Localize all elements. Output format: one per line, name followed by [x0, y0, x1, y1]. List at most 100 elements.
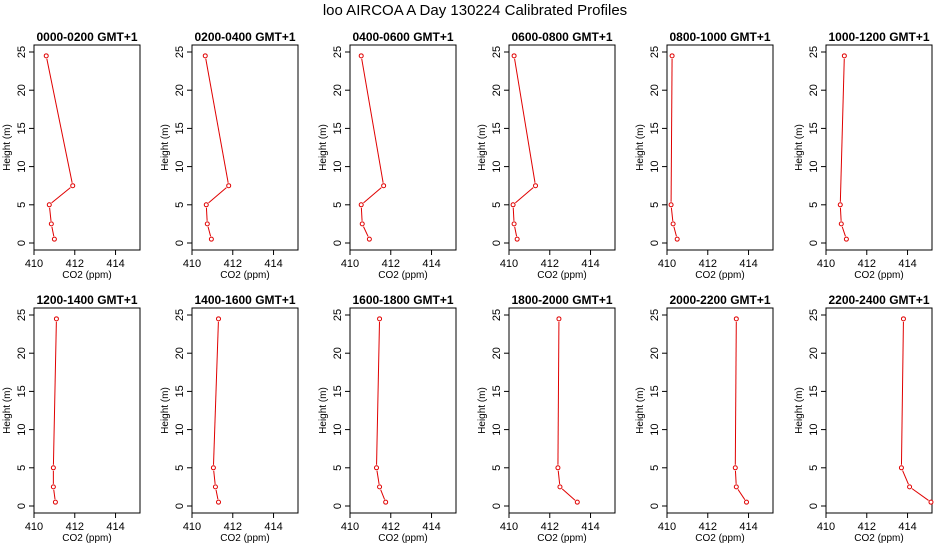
profile-segment — [51, 187, 71, 204]
y-tick-label: 0 — [649, 503, 661, 509]
profile-segment — [205, 58, 229, 183]
x-tick-label: 412 — [224, 521, 242, 533]
profile-segment — [900, 321, 904, 465]
x-tick-label: 414 — [106, 258, 124, 270]
y-tick-label: 15 — [649, 385, 661, 397]
data-point — [674, 236, 680, 242]
x-tick-label: 414 — [106, 521, 124, 533]
y-tick-label: 10 — [174, 160, 186, 172]
profile-segment — [839, 207, 842, 221]
y-tick-label: 20 — [174, 84, 186, 96]
data-point — [358, 202, 364, 208]
x-tick-label: 412 — [382, 258, 400, 270]
data-point — [837, 202, 843, 208]
data-point — [208, 236, 214, 242]
data-point — [204, 221, 210, 227]
profile-panel: 1200-1400 GMT+1 410 412 414 0 5 10 15 20 25 CO2 (p… — [2, 293, 141, 544]
y-tick-label: 15 — [16, 385, 28, 397]
data-point — [50, 465, 56, 471]
profile-panel: 0000-0200 GMT+1 410 412 414 0 5 10 15 20 25 CO2 (p… — [2, 30, 141, 281]
data-point — [907, 484, 913, 490]
profile-segment — [557, 470, 561, 484]
y-tick-label: 15 — [491, 385, 503, 397]
x-tick-label: 414 — [264, 258, 282, 270]
data-point — [52, 499, 58, 505]
y-tick-label: 20 — [16, 84, 28, 96]
data-point — [511, 221, 517, 227]
y-tick-label: 5 — [491, 202, 503, 208]
plot-frame — [666, 307, 774, 514]
y-tick-label: 25 — [808, 46, 820, 58]
data-point — [53, 316, 59, 322]
y-tick-label: 5 — [16, 465, 28, 471]
data-point — [668, 202, 674, 208]
y-tick-label: 5 — [332, 465, 344, 471]
x-axis-label: CO2 (ppm) — [854, 270, 903, 281]
y-axis-label: Height (m) — [318, 124, 329, 171]
data-point — [46, 202, 52, 208]
y-tick-label: 10 — [332, 423, 344, 435]
y-tick-label: 0 — [808, 240, 820, 246]
data-point — [383, 499, 389, 505]
y-tick-label: 25 — [649, 46, 661, 58]
x-tick-label: 412 — [699, 258, 717, 270]
y-tick-label: 5 — [174, 465, 186, 471]
y-tick-label: 15 — [808, 385, 820, 397]
y-axis-label: Height (m) — [635, 387, 646, 434]
data-point — [514, 236, 520, 242]
data-point — [900, 316, 906, 322]
panel-title: 2000-2200 GMT+1 — [669, 293, 770, 307]
y-tick-label: 0 — [16, 240, 28, 246]
y-tick-label: 25 — [16, 309, 28, 321]
x-tick-label: 410 — [183, 258, 201, 270]
profile-segment — [46, 58, 73, 183]
profile-panel: 2000-2200 GMT+1 410 412 414 0 5 10 15 20 25 CO2 (p… — [635, 293, 774, 544]
y-tick-label: 0 — [649, 240, 661, 246]
y-axis-label: Height (m) — [2, 387, 13, 434]
x-axis-label: CO2 (ppm) — [220, 533, 269, 544]
profile-panel: 0200-0400 GMT+1 410 412 414 0 5 10 15 20 25 CO2 (p… — [160, 30, 299, 281]
x-tick-label: 414 — [264, 521, 282, 533]
y-tick-label: 5 — [649, 202, 661, 208]
x-axis-label: CO2 (ppm) — [220, 270, 269, 281]
plot-frame — [349, 307, 457, 514]
x-tick-label: 412 — [66, 258, 84, 270]
y-tick-label: 5 — [491, 465, 503, 471]
data-point — [555, 465, 561, 471]
profile-segment — [670, 207, 674, 221]
plot-frame — [508, 44, 616, 251]
y-axis-label: Height (m) — [160, 387, 171, 434]
y-tick-label: 10 — [332, 160, 344, 172]
x-axis-label: CO2 (ppm) — [695, 270, 744, 281]
y-tick-label: 10 — [491, 160, 503, 172]
y-tick-label: 0 — [16, 503, 28, 509]
data-point — [843, 236, 849, 242]
profile-segment — [52, 321, 57, 465]
profile-panel: 0800-1000 GMT+1 410 412 414 0 5 10 15 20 25 CO2 (p… — [635, 30, 774, 281]
y-tick-label: 25 — [174, 309, 186, 321]
y-axis-label: Height (m) — [477, 124, 488, 171]
profile-panel: 1000-1200 GMT+1 410 412 414 0 5 10 15 20 25 CO2 (p… — [794, 30, 933, 281]
profile-segment — [376, 470, 380, 485]
plot-frame — [825, 307, 933, 514]
panel-title: 1200-1400 GMT+1 — [36, 293, 137, 307]
data-point — [377, 316, 383, 322]
plot-frame — [33, 44, 141, 251]
y-tick-label: 0 — [332, 503, 344, 509]
profile-segment — [734, 321, 737, 465]
panel-title: 1400-1600 GMT+1 — [194, 293, 295, 307]
data-point — [928, 499, 934, 505]
y-tick-label: 20 — [332, 347, 344, 359]
data-point — [733, 484, 739, 490]
data-point — [669, 53, 675, 59]
y-tick-label: 20 — [174, 347, 186, 359]
x-tick-label: 410 — [183, 521, 201, 533]
profile-segment — [737, 489, 746, 500]
x-tick-label: 410 — [25, 521, 43, 533]
y-tick-label: 25 — [491, 309, 503, 321]
y-tick-label: 25 — [174, 46, 186, 58]
profile-panel: 1800-2000 GMT+1 410 412 414 0 5 10 15 20 25 CO2 (p… — [477, 293, 616, 544]
x-tick-label: 410 — [25, 258, 43, 270]
x-tick-label: 414 — [422, 521, 440, 533]
profile-segment — [514, 226, 518, 237]
